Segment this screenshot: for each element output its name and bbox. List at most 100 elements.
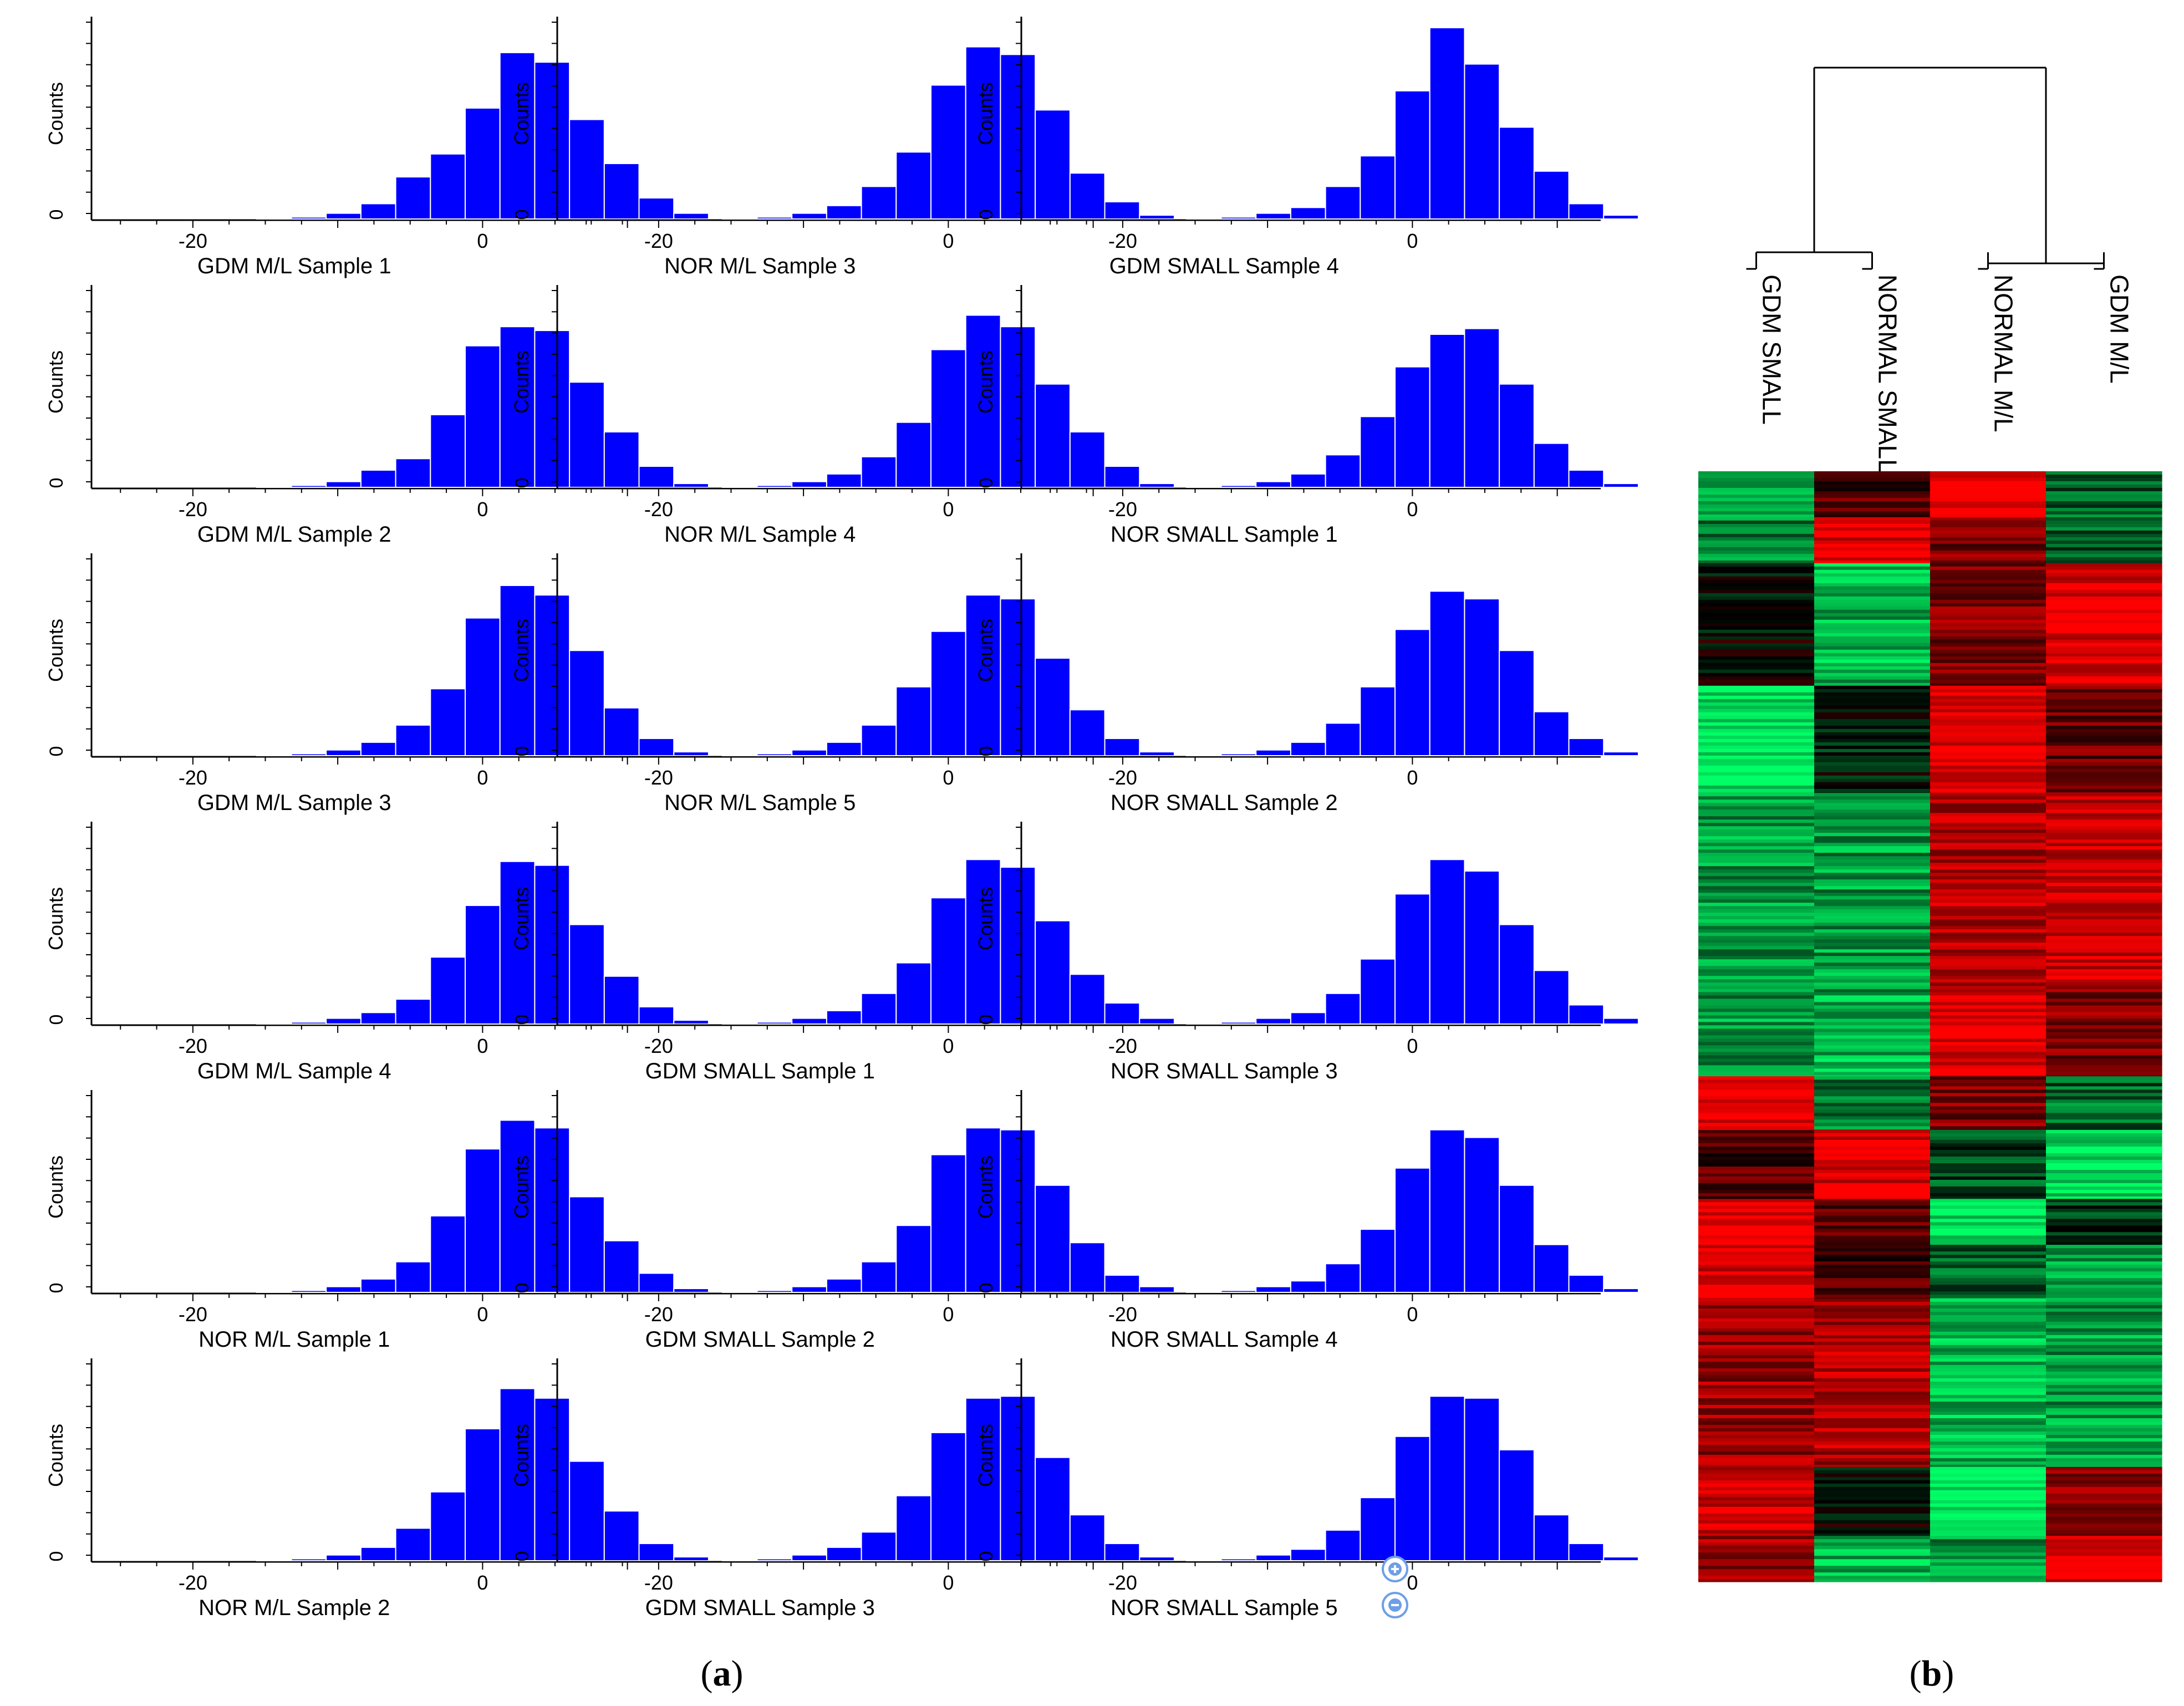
heatmap-cell: [2046, 1539, 2162, 1543]
heatmap-cell: [1814, 1338, 1931, 1342]
heatmap-cell: [1930, 819, 2046, 823]
histogram-bar: [930, 897, 966, 1025]
heatmap-cell: [1698, 803, 1815, 807]
heatmap-cell: [1930, 966, 2046, 970]
histogram-bar: [1499, 126, 1535, 220]
heatmap-cell: [1930, 1089, 2046, 1093]
heatmap-cell: [1930, 886, 2046, 890]
histogram-title: NOR M/L Sample 2: [198, 1596, 390, 1620]
heatmap-cell: [1698, 1093, 1815, 1097]
heatmap-cell: [2046, 702, 2162, 706]
histogram-bar: [1464, 63, 1500, 220]
heatmap-cell: [2046, 1520, 2162, 1524]
heatmap-cell: [2046, 1136, 2162, 1140]
heatmap-cell: [1814, 1464, 1931, 1468]
histogram-bar: [603, 431, 640, 488]
heatmap-cell: [1814, 1444, 1931, 1449]
heatmap-cell: [1814, 859, 1931, 863]
heatmap-cell: [1930, 619, 2046, 624]
heatmap-cell: [1814, 1308, 1931, 1312]
heatmap-cell: [1814, 946, 1931, 950]
heatmap-cell: [1930, 1520, 2046, 1524]
histogram-bar: [1000, 1129, 1036, 1293]
heatmap-cell: [1930, 896, 2046, 900]
histogram-bar: [861, 456, 897, 488]
heatmap-cell: [1814, 799, 1931, 803]
heatmap-cell: [1698, 639, 1815, 644]
heatmap-cell: [2046, 1546, 2162, 1550]
heatmap-cell: [1814, 1513, 1931, 1517]
heatmap-cell: [1814, 1431, 1931, 1435]
heatmap-cell: [1814, 796, 1931, 800]
zoom-in-icon[interactable]: [1382, 1556, 1408, 1582]
heatmap-cell: [2046, 537, 2162, 541]
heatmap-cell: [2046, 633, 2162, 637]
heatmap-cell: [1814, 735, 1931, 740]
histogram-bar: [465, 107, 501, 220]
heatmap-cell: [1930, 1338, 2046, 1342]
heatmap-cell: [2046, 1480, 2162, 1484]
heatmap-cell: [2046, 1348, 2162, 1352]
zoom-controls[interactable]: [1382, 1556, 1408, 1618]
heatmap-cell: [2046, 989, 2162, 992]
heatmap-cell: [1930, 1536, 2046, 1540]
heatmap-cell: [2046, 866, 2162, 870]
heatmap-cell: [2046, 511, 2162, 515]
heatmap-cell: [1814, 1068, 1931, 1072]
histogram-bar: [1394, 629, 1430, 757]
heatmap-cell: [1698, 745, 1815, 750]
heatmap-cell: [2046, 896, 2162, 900]
heatmap-cell: [1930, 1146, 2046, 1150]
heatmap-cell: [2046, 530, 2162, 534]
heatmap-cell: [1930, 633, 2046, 637]
heatmap-cell: [1930, 663, 2046, 667]
heatmap-cell: [1698, 515, 1815, 518]
heatmap-cell: [1698, 1503, 1815, 1508]
heatmap-cell: [1814, 1301, 1931, 1306]
heatmap-cell: [1930, 547, 2046, 551]
heatmap-cell: [1930, 1483, 2046, 1488]
heatmap-cell: [1930, 495, 2046, 498]
heatmap-cell: [1814, 1143, 1931, 1147]
x-tick-label: -20: [644, 1571, 673, 1594]
heatmap-cell: [1814, 943, 1931, 946]
heatmap-cell: [1814, 1473, 1931, 1478]
heatmap-cell: [1814, 1523, 1931, 1527]
heatmap-cell: [1814, 826, 1931, 830]
histogram-bar: [721, 486, 758, 488]
heatmap-cell: [2046, 1490, 2162, 1494]
heatmap-cell: [1814, 849, 1931, 853]
histogram-bar: [603, 1240, 640, 1293]
histogram-bar: [1394, 1435, 1430, 1561]
histogram-bar: [1035, 1184, 1071, 1293]
heatmap-cell: [1698, 1205, 1815, 1209]
heatmap-cell: [1814, 1480, 1931, 1484]
x-tick-label: 0: [477, 1035, 488, 1057]
histogram-bar: [1220, 753, 1257, 757]
heatmap-cell: [1930, 1035, 2046, 1039]
zoom-out-icon[interactable]: [1382, 1592, 1408, 1618]
histogram-bar: [256, 486, 292, 488]
heatmap-cell: [2046, 1229, 2162, 1233]
heatmap-cell: [1698, 1183, 1815, 1187]
heatmap-cell: [1814, 1129, 1931, 1130]
histogram-bar: [930, 1154, 966, 1293]
x-tick-label: -20: [1108, 230, 1137, 252]
heatmap-cell: [1814, 589, 1931, 594]
heatmap-cell: [1814, 752, 1931, 756]
histogram-bar: [756, 485, 793, 488]
heatmap-cell: [1698, 1281, 1815, 1285]
heatmap-cell: [1814, 1454, 1931, 1459]
heatmap-cell: [1814, 869, 1931, 873]
heatmap-cell: [2046, 709, 2162, 713]
heatmap-cell: [1930, 659, 2046, 664]
heatmap-cell: [2046, 1209, 2162, 1213]
heatmap-cell: [2046, 916, 2162, 920]
heatmap-cell: [1698, 495, 1815, 498]
y-axis-label: Counts: [974, 619, 997, 682]
heatmap-cell: [1698, 1384, 1815, 1389]
heatmap-cell: [1930, 1428, 2046, 1432]
heatmap-cell: [2046, 1119, 2162, 1123]
heatmap-cell: [1930, 1143, 2046, 1147]
heatmap-cell: [1930, 1576, 2046, 1580]
